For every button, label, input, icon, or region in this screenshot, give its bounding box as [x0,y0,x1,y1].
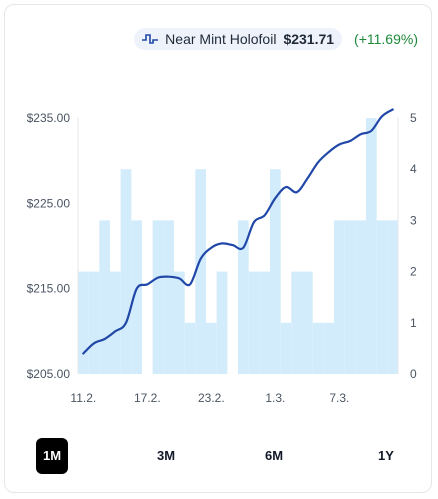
price-volume-chart: $205.00 $215.00 $225.00 $235.00 0 1 2 3 4 5 11.2. 1… [27,108,417,405]
time-range-tabs: 1M 3M 6M 1Y [36,438,416,474]
volume-bar [131,220,142,374]
pulse-icon [142,33,159,45]
tab-3m[interactable]: 3M [156,448,176,463]
x-tick-label: 23.2. [198,391,225,405]
y-left-tick-label: $225.00 [27,196,71,210]
y-right-tick-label: 0 [410,367,417,381]
legend-series-label: Near Mint Holofoil [165,31,277,47]
y-left-tick-label: $215.00 [27,282,71,296]
volume-bar [344,220,356,374]
volume-bar [110,271,121,374]
volume-bar [238,220,249,374]
volume-bar [163,220,174,374]
x-tick-label: 17.2. [134,391,161,405]
x-tick-label: 11.2. [70,391,96,405]
y-left-tick-label: $205.00 [27,367,71,381]
y-right-tick-label: 1 [410,316,417,330]
tab-1y[interactable]: 1Y [378,448,394,463]
volume-bar [88,271,100,374]
legend-price-value: $231.71 [283,31,335,47]
volume-bar [174,271,185,374]
volume-bar [78,271,89,374]
y-right-tick-label: 5 [410,111,417,125]
y-right-tick-label: 4 [410,162,417,176]
price-line [82,108,394,355]
tab-6m[interactable]: 6M [264,448,284,463]
volume-bar [195,169,206,374]
volume-bar [387,220,398,374]
volume-bar [323,322,334,374]
volume-bar [152,220,164,374]
volume-bar [216,271,228,374]
volume-bar [259,271,270,374]
x-tick-label: 1.3. [265,391,285,405]
volume-bar [312,322,324,374]
volume-bar [302,271,313,374]
tab-1m[interactable]: 1M [36,438,68,474]
legend-price-change: (+11.69%) [354,31,418,47]
volume-bar [184,322,196,374]
volume-bar [270,169,281,374]
volume-bar [334,220,345,374]
volume-bar [280,322,292,374]
volume-bar [120,169,132,374]
volume-bar [248,271,260,374]
volume-bar [99,220,110,374]
y-right-tick-label: 2 [410,265,417,279]
volume-bar [206,322,217,374]
chart-legend: Near Mint Holofoil $231.71 (+11.69%) [134,27,418,51]
x-tick-label: 7.3. [329,391,349,405]
volume-bar [366,118,377,374]
y-right-tick-label: 3 [410,213,417,227]
volume-bar [376,220,388,374]
volume-bar [291,271,302,374]
legend-series-pill[interactable]: Near Mint Holofoil $231.71 [134,28,343,50]
volume-bar [355,220,366,374]
y-left-tick-label: $235.00 [27,111,71,125]
